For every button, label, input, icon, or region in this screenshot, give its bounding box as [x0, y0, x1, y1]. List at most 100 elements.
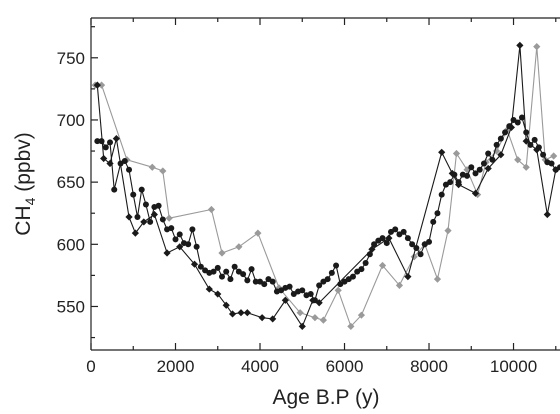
data-point [228, 310, 237, 318]
data-point [497, 135, 504, 142]
data-point [205, 285, 213, 293]
data-point [468, 164, 475, 171]
data-point [244, 277, 251, 284]
y-axis-label-unit: (ppbv) [12, 132, 35, 197]
data-point [489, 156, 496, 163]
data-point [522, 137, 530, 145]
data-point [448, 169, 456, 178]
data-point [540, 151, 547, 158]
data-point [130, 191, 137, 198]
data-point [349, 273, 356, 280]
data-point [434, 210, 441, 217]
data-point [98, 138, 105, 145]
series-1 [91, 42, 558, 330]
data-point [493, 141, 500, 148]
x-tick-label: 6000 [326, 357, 364, 376]
data-point [214, 264, 221, 271]
data-point [400, 228, 407, 235]
data-point [368, 245, 376, 253]
data-point [358, 266, 365, 273]
data-point [395, 281, 404, 289]
data-point [269, 278, 276, 285]
data-point [454, 181, 463, 189]
data-point [319, 316, 327, 324]
y-tick-label: 700 [57, 111, 85, 130]
data-point [452, 149, 461, 158]
data-point [142, 201, 149, 208]
data-point [126, 166, 133, 173]
data-point [550, 152, 558, 160]
data-point [193, 243, 200, 250]
data-point [507, 123, 516, 132]
data-point [404, 273, 412, 281]
series-3 [93, 41, 560, 330]
data-point [176, 231, 183, 238]
data-point [231, 263, 238, 270]
y-axis-label: CH4 (ppbv) [12, 132, 38, 236]
data-point [269, 315, 277, 323]
data-point [311, 314, 319, 322]
data-point [237, 309, 245, 317]
data-point [533, 42, 541, 51]
plot-area [90, 17, 560, 351]
series-line [96, 45, 557, 328]
data-point [493, 147, 501, 155]
data-point [523, 129, 530, 136]
y-tick-label: 550 [57, 297, 85, 316]
data-point [552, 166, 560, 174]
data-point [379, 235, 386, 242]
data-point [392, 226, 399, 233]
data-point [121, 157, 128, 164]
data-point [172, 236, 179, 243]
data-point [111, 186, 118, 193]
data-point [93, 81, 101, 89]
data-point [125, 213, 133, 221]
x-tick-label: 8000 [410, 357, 448, 376]
data-point [235, 243, 243, 251]
data-point [316, 282, 323, 289]
data-point [447, 179, 454, 186]
data-point [480, 160, 487, 167]
data-point [159, 167, 167, 175]
series-2 [94, 114, 560, 304]
data-point [97, 81, 106, 89]
data-point [438, 191, 445, 198]
data-point [207, 205, 216, 214]
data-point [150, 210, 158, 219]
data-point [94, 138, 101, 145]
data-point [444, 227, 452, 235]
data-point [378, 261, 387, 270]
data-point [362, 259, 369, 266]
data-point [210, 268, 217, 275]
data-point [165, 214, 173, 222]
data-point [243, 309, 251, 317]
data-point [533, 146, 541, 154]
data-point [514, 156, 522, 164]
series-line [95, 46, 554, 328]
data-point [159, 216, 166, 223]
data-point [222, 301, 230, 309]
data-point [140, 218, 148, 226]
data-point [484, 164, 492, 173]
data-point [324, 276, 331, 283]
data-point [502, 129, 509, 136]
data-point [531, 136, 538, 143]
data-point [218, 249, 226, 257]
data-point [516, 41, 524, 49]
data-point [163, 249, 171, 257]
data-point [471, 189, 480, 197]
data-point [371, 241, 378, 248]
data-point [543, 210, 551, 219]
data-point [100, 154, 108, 163]
x-tick-label: 2000 [157, 357, 195, 376]
data-point [333, 262, 340, 269]
data-point [227, 276, 234, 283]
data-point [261, 281, 268, 288]
data-point [383, 240, 390, 247]
x-tick-label: 0 [86, 357, 95, 376]
data-point [485, 150, 492, 157]
data-point [106, 159, 114, 168]
data-point [134, 213, 141, 220]
data-point [409, 241, 416, 248]
